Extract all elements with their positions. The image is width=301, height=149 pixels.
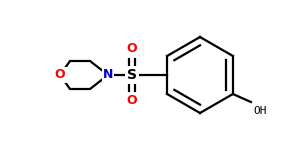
Text: O: O xyxy=(127,42,137,55)
Text: S: S xyxy=(127,68,137,82)
Text: O: O xyxy=(55,69,65,82)
Text: N: N xyxy=(103,69,113,82)
Text: OH: OH xyxy=(253,106,266,116)
Text: O: O xyxy=(127,94,137,107)
